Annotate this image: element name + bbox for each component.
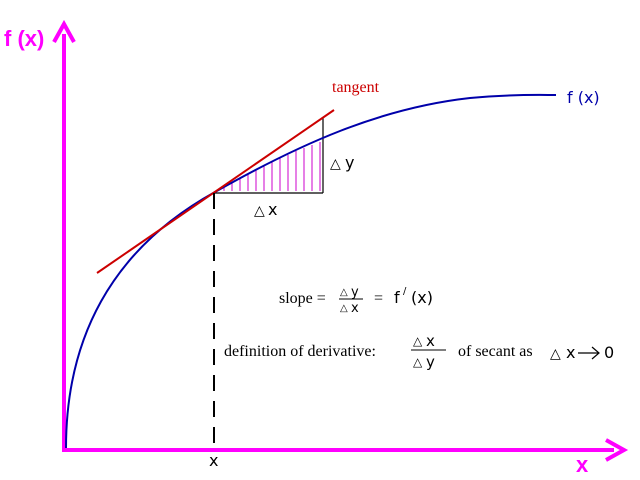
- x-axis-arrowhead: [605, 438, 629, 462]
- tangent-line: [96, 109, 335, 274]
- definition-prefix: definition of derivative:: [224, 343, 376, 360]
- function-curve: [65, 93, 557, 449]
- delta-symbol: △: [340, 303, 348, 314]
- slope-prefix: slope =: [279, 290, 326, 307]
- delta-hatch: [223, 142, 321, 191]
- definition-limit-var: x: [566, 343, 575, 362]
- slope-equals: =: [374, 290, 383, 307]
- delta-symbol: △: [413, 334, 423, 348]
- definition-suffix: of secant as: [458, 343, 533, 360]
- delta-y-label: y: [345, 153, 354, 172]
- axes: [52, 19, 629, 462]
- definition-numerator: x: [426, 332, 435, 350]
- definition-annotation: definition of derivative: △ x △ y of sec…: [224, 332, 614, 371]
- delta-symbol: △: [254, 203, 265, 219]
- delta-y-annotation: △ y: [330, 153, 354, 172]
- slope-numerator: y: [351, 285, 359, 300]
- slope-annotation: slope = △ y △ x = f / (x): [279, 285, 433, 316]
- y-axis-arrowhead: [52, 19, 76, 43]
- delta-symbol: △: [550, 346, 561, 362]
- definition-denominator: y: [426, 353, 435, 371]
- tangent-label: tangent: [332, 79, 380, 96]
- slope-arg: (x): [411, 288, 433, 307]
- x-axis-label: x: [576, 452, 589, 477]
- delta-symbol: △: [340, 287, 348, 298]
- curve-label: f (x): [567, 88, 600, 107]
- delta-symbol: △: [413, 355, 423, 369]
- slope-prime: /: [403, 286, 407, 297]
- y-axis-label: f (x): [4, 26, 44, 51]
- slope-denominator: x: [351, 301, 359, 316]
- limit-arrow: [578, 346, 600, 360]
- delta-x-label: x: [268, 200, 277, 219]
- x-point-label: x: [209, 451, 218, 470]
- delta-x-annotation: △ x: [254, 200, 277, 219]
- delta-box: [215, 117, 324, 194]
- slope-f: f: [394, 288, 400, 307]
- definition-limit-value: 0: [604, 343, 614, 362]
- delta-symbol: △: [330, 156, 341, 172]
